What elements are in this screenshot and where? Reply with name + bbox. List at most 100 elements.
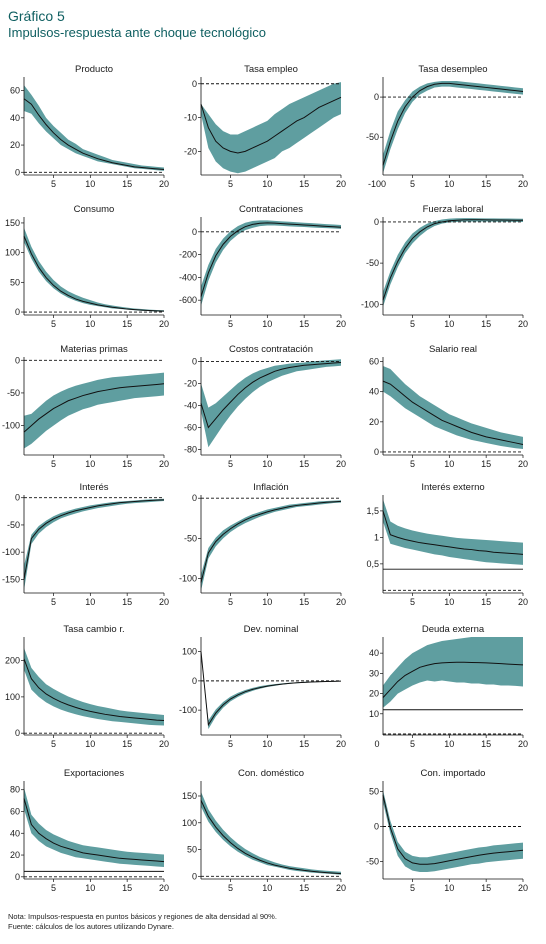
y-tick-label: 50 xyxy=(369,787,379,797)
y-tick-label: 1 xyxy=(374,532,379,542)
x-tick-label: 10 xyxy=(262,739,272,749)
confidence-band xyxy=(24,787,164,868)
y-tick-label: 150 xyxy=(182,791,197,801)
y-tick-label: 0 xyxy=(15,307,20,317)
chart-title: Exportaciones xyxy=(64,768,124,779)
chart-panel-16: Exportaciones 5 10 15 20 0 20 40 60 80 xyxy=(10,768,169,893)
y-tick-label: 0 xyxy=(15,167,20,177)
y-tick-label: 1,5 xyxy=(366,506,379,516)
y-tick-label: -60 xyxy=(184,422,197,432)
x-tick-label: 20 xyxy=(336,883,346,893)
x-tick-label: 15 xyxy=(481,179,491,189)
y-tick-label: -50 xyxy=(184,533,197,543)
median-response-line xyxy=(23,798,165,863)
y-tick-label: 0 xyxy=(15,872,20,882)
y-tick-label: -80 xyxy=(184,444,197,454)
x-tick-label: -100 xyxy=(368,179,386,189)
chart-title: Dev. nominal xyxy=(244,624,299,635)
x-tick-label: 20 xyxy=(518,459,528,469)
y-tick-label: 40 xyxy=(369,387,379,397)
chart-panel-8: Costos contratación 5 10 15 20 0 -20 -40 -60 -80 xyxy=(184,344,346,469)
y-tick-label: 60 xyxy=(369,357,379,367)
y-tick-label: 0 xyxy=(374,822,379,832)
y-tick-label: 0 xyxy=(374,92,379,102)
chart-panel-6: Fuerza laboral 5 10 15 20 0 -50 -100 xyxy=(361,204,528,329)
y-tick-label: 0 xyxy=(15,493,20,503)
chart-title: Con. doméstico xyxy=(238,768,304,779)
x-tick-label: 5 xyxy=(410,319,415,329)
x-tick-label: 0 xyxy=(374,739,379,749)
x-tick-label: 5 xyxy=(228,179,233,189)
footer-note: Nota: Impulsos-respuesta en puntos básic… xyxy=(8,912,277,921)
y-tick-label: 100 xyxy=(5,248,20,258)
y-tick-label: -10 xyxy=(184,113,197,123)
y-tick-label: 0 xyxy=(192,79,197,89)
x-tick-label: 5 xyxy=(228,597,233,607)
y-tick-label: 20 xyxy=(369,689,379,699)
y-tick-label: 100 xyxy=(182,818,197,828)
x-tick-label: 20 xyxy=(336,179,346,189)
x-tick-label: 15 xyxy=(122,179,132,189)
x-tick-label: 15 xyxy=(299,883,309,893)
confidence-band xyxy=(383,637,523,708)
x-tick-label: 20 xyxy=(518,597,528,607)
y-tick-label: -100 xyxy=(2,547,20,557)
x-tick-label: 10 xyxy=(444,179,454,189)
chart-title: Con. importado xyxy=(421,768,486,779)
y-tick-label: 0 xyxy=(192,676,197,686)
x-tick-label: 15 xyxy=(299,739,309,749)
x-tick-label: 10 xyxy=(85,319,95,329)
x-tick-label: 10 xyxy=(444,597,454,607)
y-tick-label: -600 xyxy=(179,295,197,305)
y-tick-label: 20 xyxy=(10,850,20,860)
x-tick-label: 10 xyxy=(85,739,95,749)
chart-panel-12: Interés externo 5 10 15 20 1,5 1 0,5 xyxy=(366,482,528,607)
x-tick-label: 15 xyxy=(481,883,491,893)
y-tick-label: 0 xyxy=(192,493,197,503)
y-tick-label: 0 xyxy=(192,227,197,237)
chart-title: Producto xyxy=(75,64,113,75)
median-response-line xyxy=(382,380,524,445)
confidence-band xyxy=(383,218,523,307)
y-tick-label: 40 xyxy=(10,828,20,838)
x-tick-label: 5 xyxy=(51,319,56,329)
x-tick-label: 20 xyxy=(518,319,528,329)
confidence-band xyxy=(201,791,341,875)
x-tick-label: 15 xyxy=(299,597,309,607)
chart-title: Tasa desempleo xyxy=(418,64,487,75)
confidence-band xyxy=(201,500,341,591)
x-tick-label: 10 xyxy=(262,597,272,607)
x-tick-label: 10 xyxy=(444,459,454,469)
chart-title: Costos contratación xyxy=(229,344,313,355)
x-tick-label: 15 xyxy=(481,597,491,607)
y-tick-label: 0,5 xyxy=(366,559,379,569)
x-tick-label: 10 xyxy=(262,883,272,893)
median-response-line xyxy=(23,658,165,721)
x-tick-label: 5 xyxy=(410,179,415,189)
y-tick-label: 150 xyxy=(5,218,20,228)
x-tick-label: 20 xyxy=(159,739,169,749)
x-tick-label: 15 xyxy=(122,459,132,469)
chart-title: Interés xyxy=(79,482,108,493)
x-tick-label: 5 xyxy=(410,459,415,469)
chart-panel-4: Consumo 5 10 15 20 0 50 100 150 xyxy=(5,204,169,329)
y-tick-label: -50 xyxy=(366,258,379,268)
x-tick-label: 10 xyxy=(444,739,454,749)
chart-title: Materias primas xyxy=(60,344,128,355)
confidence-band xyxy=(201,651,341,730)
y-tick-label: 100 xyxy=(182,647,197,657)
median-response-line xyxy=(200,651,342,727)
y-tick-label: -100 xyxy=(2,421,20,431)
chart-panel-9: Salario real 5 10 15 20 0 20 40 60 xyxy=(369,344,528,469)
chart-panel-3: Tasa desempleo -100 5 10 15 20 0 -50 xyxy=(366,64,528,189)
confidence-band xyxy=(383,81,523,174)
figure-header: Gráfico 5 Impulsos-respuesta ante choque… xyxy=(8,8,266,41)
x-tick-label: 20 xyxy=(336,739,346,749)
y-tick-label: -50 xyxy=(366,132,379,142)
x-tick-label: 5 xyxy=(228,319,233,329)
median-response-line xyxy=(23,383,165,433)
chart-title: Inflación xyxy=(253,482,288,493)
x-tick-label: 15 xyxy=(299,459,309,469)
